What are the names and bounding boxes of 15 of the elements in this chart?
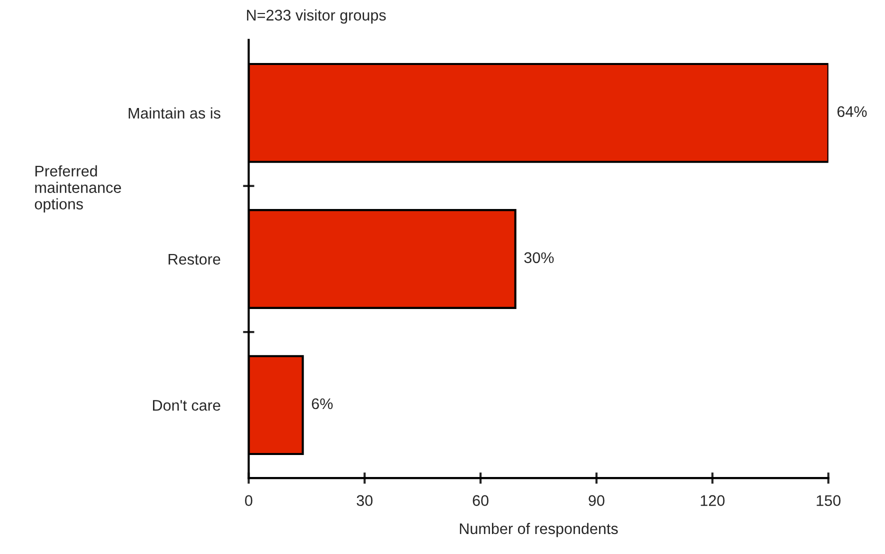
y-tick-label: Don't care	[153, 400, 220, 411]
y-tick-label: Restore	[168, 254, 220, 265]
x-tick-label: 60	[472, 495, 488, 506]
y-tick-label: Maintain as is	[128, 107, 220, 119]
annotation: 6%	[312, 398, 333, 410]
x-axis-title: Number of respondents	[460, 522, 618, 538]
annotation: 30%	[524, 252, 554, 264]
x-tick-label: 30	[356, 495, 373, 506]
y-axis-title: Preferred maintenance options	[34, 165, 122, 212]
annotation: 64%	[837, 106, 867, 118]
x-tick-label: 150	[816, 495, 841, 506]
x-tick-label: 0	[245, 495, 252, 506]
chart-title: N=233 visitor groups	[247, 9, 386, 24]
x-tick-label: 120	[700, 495, 725, 506]
x-tick-label: 90	[588, 495, 604, 506]
